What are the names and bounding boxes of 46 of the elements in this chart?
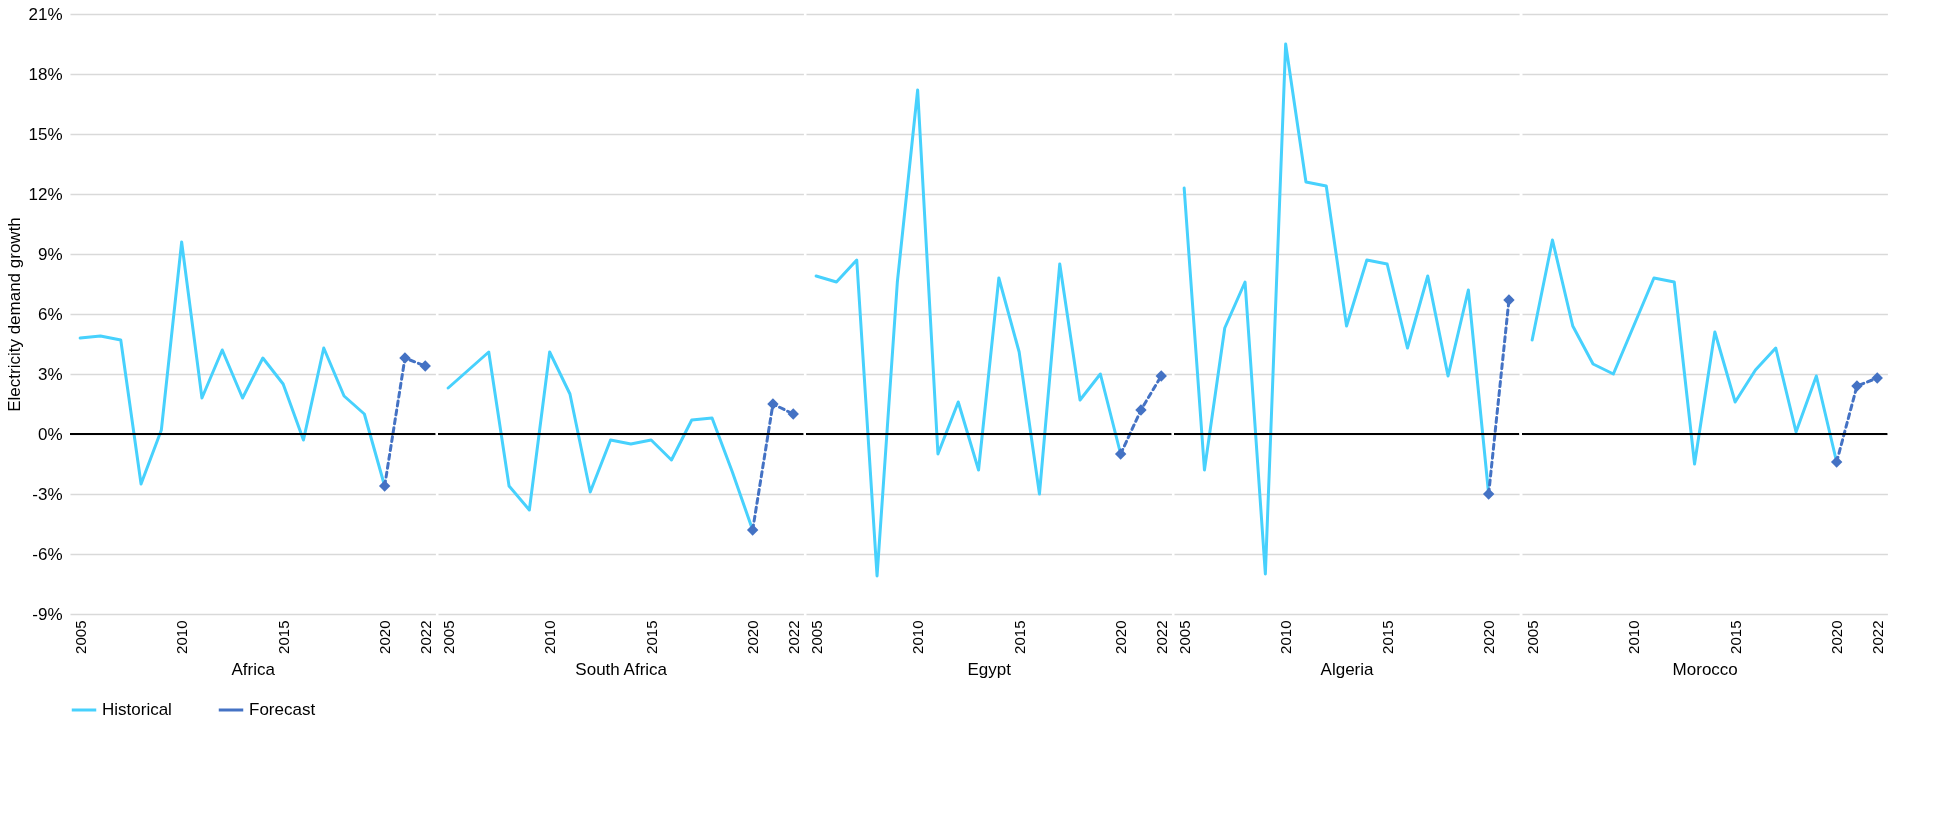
x-tick-label: 2010 [173, 620, 191, 654]
point [419, 360, 431, 372]
x-tick-label: 2015 [274, 620, 292, 654]
point [399, 352, 411, 364]
x-tick-label: 2020 [376, 620, 394, 654]
y-tick-label: -3% [32, 484, 63, 504]
y-tick-label: -6% [32, 544, 63, 564]
x-tick-label: 2010 [541, 620, 559, 654]
x-tick-label: 2015 [642, 620, 660, 654]
y-tick-label: 21% [28, 4, 63, 24]
y-tick-label: -9% [32, 604, 63, 624]
x-axis-title: Africa [231, 659, 276, 679]
x-tick-label: 2022 [784, 620, 802, 654]
x-tick-label: 2005 [1523, 620, 1541, 654]
x-tick-label: 2005 [1175, 620, 1193, 654]
y-tick-label: 0% [37, 424, 63, 444]
x-tick-label: 2005 [439, 620, 457, 654]
x-tick-label: 2015 [1010, 620, 1028, 654]
point [378, 480, 391, 492]
y-tick-label: 3% [37, 364, 63, 384]
y-tick-label: 6% [37, 304, 63, 324]
x-tick-label: 2010 [1625, 620, 1643, 654]
x-tick-label: 2010 [909, 620, 927, 654]
y-axis-title: Electricity demand growth [5, 217, 25, 412]
x-tick-label: 2015 [1726, 620, 1744, 654]
x-axis-title: Egypt [967, 659, 1012, 679]
x-axis-title: Morocco [1672, 659, 1738, 679]
y-tick-label: 18% [28, 64, 63, 84]
x-tick-label: 2022 [1868, 620, 1886, 654]
legend-label: Forecast [249, 700, 316, 719]
y-tick-label: 15% [28, 124, 63, 144]
x-tick-label: 2005 [71, 620, 89, 654]
x-tick-label: 2020 [1828, 620, 1846, 654]
x-tick-label: 2020 [744, 620, 762, 654]
x-tick-label: 2022 [416, 620, 434, 654]
y-tick-label: 9% [37, 244, 63, 264]
x-tick-label: 2005 [807, 620, 825, 654]
x-tick-label: 2020 [1112, 620, 1130, 654]
x-tick-label: 2015 [1378, 620, 1396, 654]
x-axis-title: South Africa [575, 659, 668, 679]
legend-label: Historical [102, 700, 172, 719]
x-axis-title: Algeria [1320, 659, 1375, 679]
x-tick-label: 2020 [1480, 620, 1498, 654]
y-tick-label: 12% [28, 184, 63, 204]
x-tick-label: 2022 [1152, 620, 1170, 654]
x-tick-label: 2010 [1277, 620, 1295, 654]
